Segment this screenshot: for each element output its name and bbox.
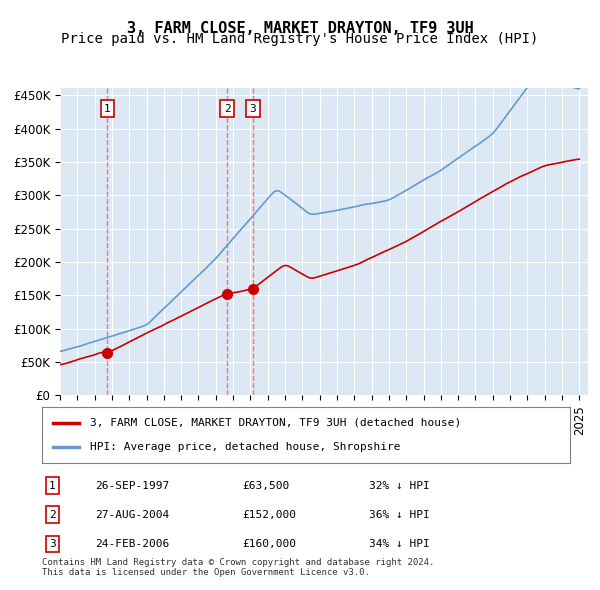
Text: 27-AUG-2004: 27-AUG-2004 <box>95 510 169 520</box>
Text: Contains HM Land Registry data © Crown copyright and database right 2024.
This d: Contains HM Land Registry data © Crown c… <box>42 558 434 577</box>
Text: 26-SEP-1997: 26-SEP-1997 <box>95 481 169 490</box>
Text: 1: 1 <box>104 103 111 113</box>
Text: 24-FEB-2006: 24-FEB-2006 <box>95 539 169 549</box>
Text: 3: 3 <box>250 103 256 113</box>
Text: 1: 1 <box>49 481 56 490</box>
Text: 2: 2 <box>49 510 56 520</box>
Text: 3: 3 <box>49 539 56 549</box>
Text: 3, FARM CLOSE, MARKET DRAYTON, TF9 3UH: 3, FARM CLOSE, MARKET DRAYTON, TF9 3UH <box>127 21 473 35</box>
Text: £160,000: £160,000 <box>242 539 296 549</box>
Text: HPI: Average price, detached house, Shropshire: HPI: Average price, detached house, Shro… <box>89 442 400 453</box>
Text: £63,500: £63,500 <box>242 481 290 490</box>
Text: 3, FARM CLOSE, MARKET DRAYTON, TF9 3UH (detached house): 3, FARM CLOSE, MARKET DRAYTON, TF9 3UH (… <box>89 418 461 428</box>
Text: 2: 2 <box>224 103 230 113</box>
Text: £152,000: £152,000 <box>242 510 296 520</box>
Text: 34% ↓ HPI: 34% ↓ HPI <box>370 539 430 549</box>
Text: Price paid vs. HM Land Registry's House Price Index (HPI): Price paid vs. HM Land Registry's House … <box>61 32 539 47</box>
Text: 32% ↓ HPI: 32% ↓ HPI <box>370 481 430 490</box>
Text: 36% ↓ HPI: 36% ↓ HPI <box>370 510 430 520</box>
